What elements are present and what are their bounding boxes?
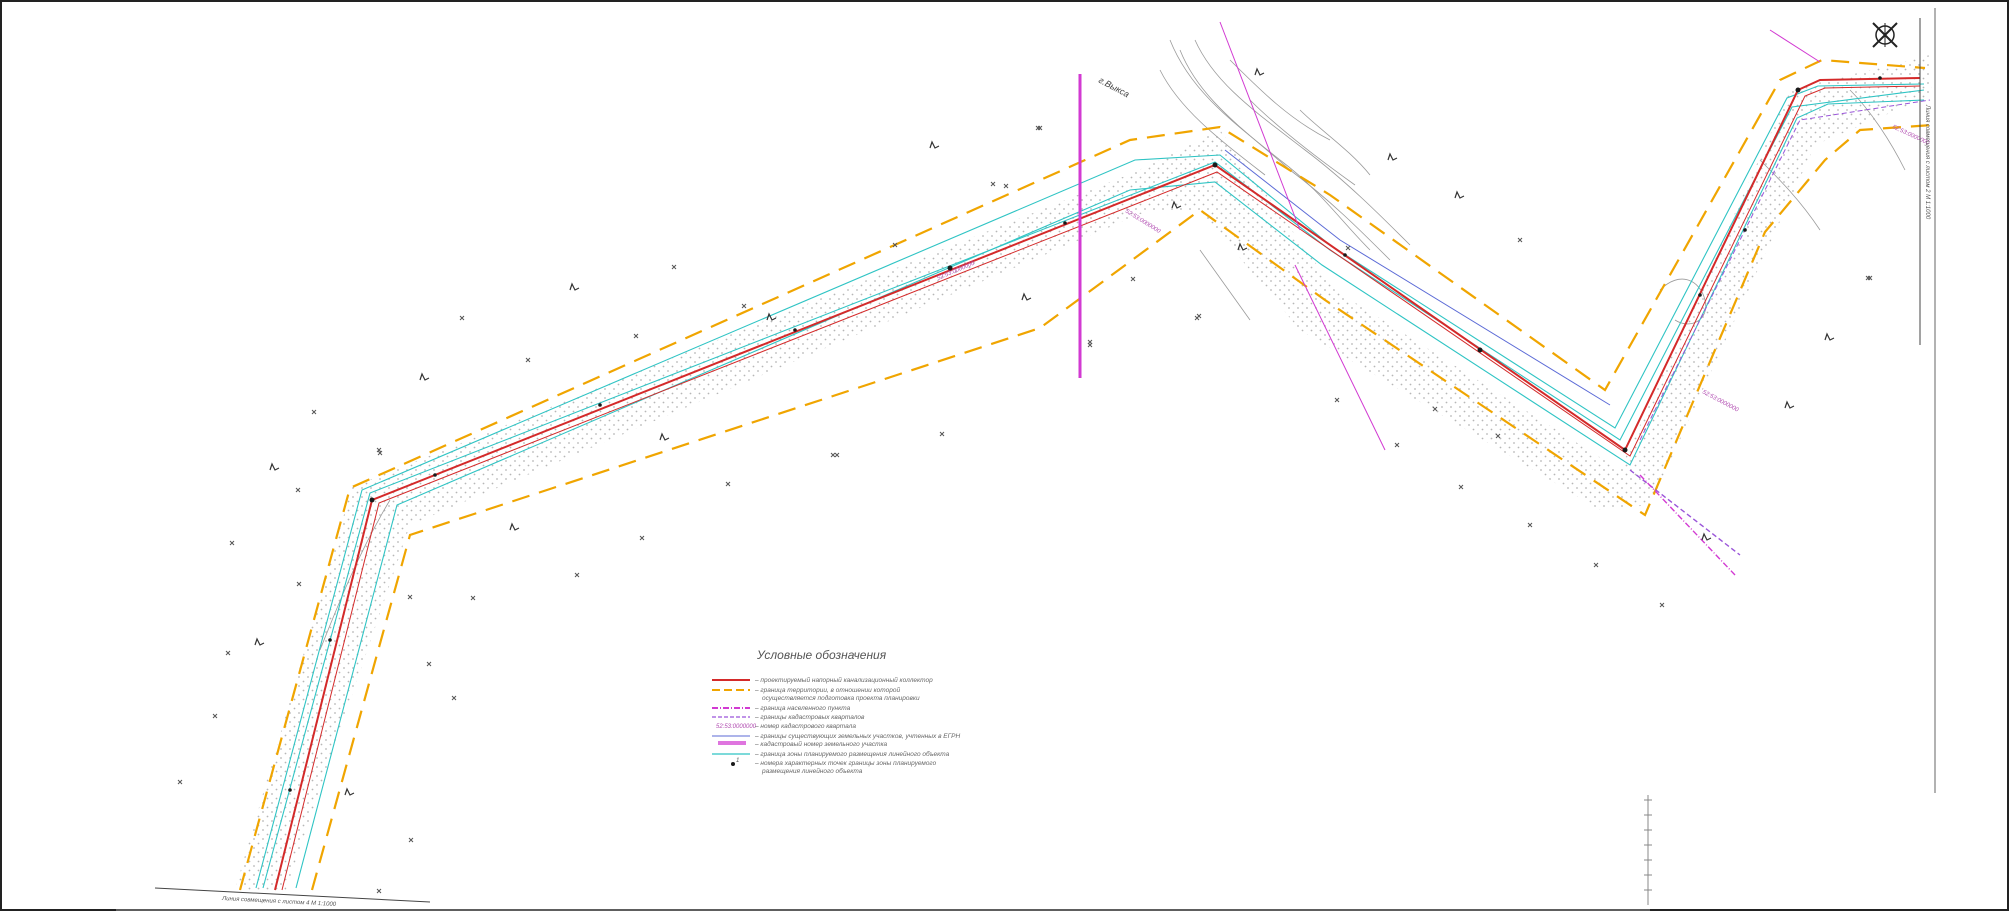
cross-marker-icon	[177, 125, 1873, 894]
ruler-ticks	[1644, 795, 1652, 905]
tree-icon	[254, 67, 1835, 796]
legend-item: – границы кадастровых кварталов	[754, 713, 865, 721]
legend-item: – номера характерных точек границы зоны …	[754, 760, 937, 767]
match-line-bottom	[154, 887, 431, 903]
legend: Условные обозначения – проектируемый нап…	[712, 648, 961, 775]
match-line-right-label: Линия совмещения с листом 2 М 1:1000	[1924, 104, 1930, 220]
survey-contours	[319, 39, 1906, 651]
legend-item: размещения линейного объекта	[761, 767, 863, 775]
legend-code: 52:53:0000000	[716, 724, 757, 730]
north-arrow-icon	[1872, 22, 1898, 48]
legend-item: – границы существующих земельных участко…	[754, 733, 961, 740]
legend-item: – номер кадастрового квартала	[754, 722, 856, 730]
match-line-bottom-label: Линия совмещения с листом 4 М 1:1000	[221, 896, 337, 908]
legend-item: – кадастровый номер земельного участка	[754, 740, 888, 748]
legend-item: – граница населенного пункта	[754, 705, 851, 712]
characteristic-points	[288, 76, 1882, 792]
town-label: г.Выкса	[1097, 75, 1131, 99]
legend-item: осуществляется подготовка проекта планир…	[762, 694, 920, 702]
svg-text:1: 1	[736, 758, 739, 764]
legend-item: – проектируемый напорный канализационный…	[754, 676, 933, 684]
settlement-boundary	[1078, 21, 1821, 576]
cadastral-label: 52:53:0000000	[1701, 389, 1740, 413]
legend-item: – граница зоны планируемого размещения л…	[754, 750, 950, 758]
cadastral-lines	[1224, 99, 1931, 556]
survey-terrain-band	[235, 55, 1932, 892]
legend-item: – граница территории, в отношении которо…	[754, 686, 900, 694]
boundary-territory	[238, 58, 1933, 891]
legend-title: Условные обозначения	[756, 648, 887, 662]
